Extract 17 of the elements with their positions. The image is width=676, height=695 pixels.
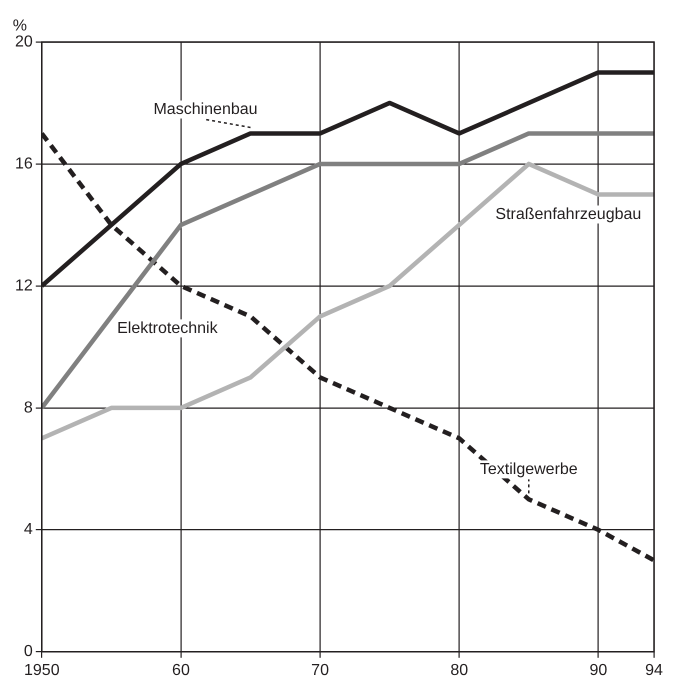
x-tick-label: 90 — [589, 662, 608, 679]
y-tick-label: 8 — [24, 399, 33, 416]
x-tick-label: 60 — [172, 662, 190, 679]
series-label: Textilgewerbe — [480, 460, 578, 478]
x-tick-label: 80 — [450, 662, 468, 679]
x-tick-label: 70 — [311, 662, 330, 679]
series-label: Elektrotechnik — [117, 320, 219, 337]
x-tick-label: 94 — [645, 662, 663, 679]
y-tick-label: 0 — [24, 643, 33, 660]
y-tick-label: 16 — [15, 155, 33, 172]
y-axis-title: % — [12, 17, 27, 34]
y-tick-label: 12 — [15, 277, 33, 294]
x-tick-label: 1950 — [24, 662, 60, 679]
y-tick-label: 4 — [24, 521, 33, 538]
y-tick-label: 20 — [15, 33, 33, 50]
series-label: Straßenfahrzeugbau — [495, 206, 642, 223]
series-label: Maschinenbau — [153, 100, 258, 118]
